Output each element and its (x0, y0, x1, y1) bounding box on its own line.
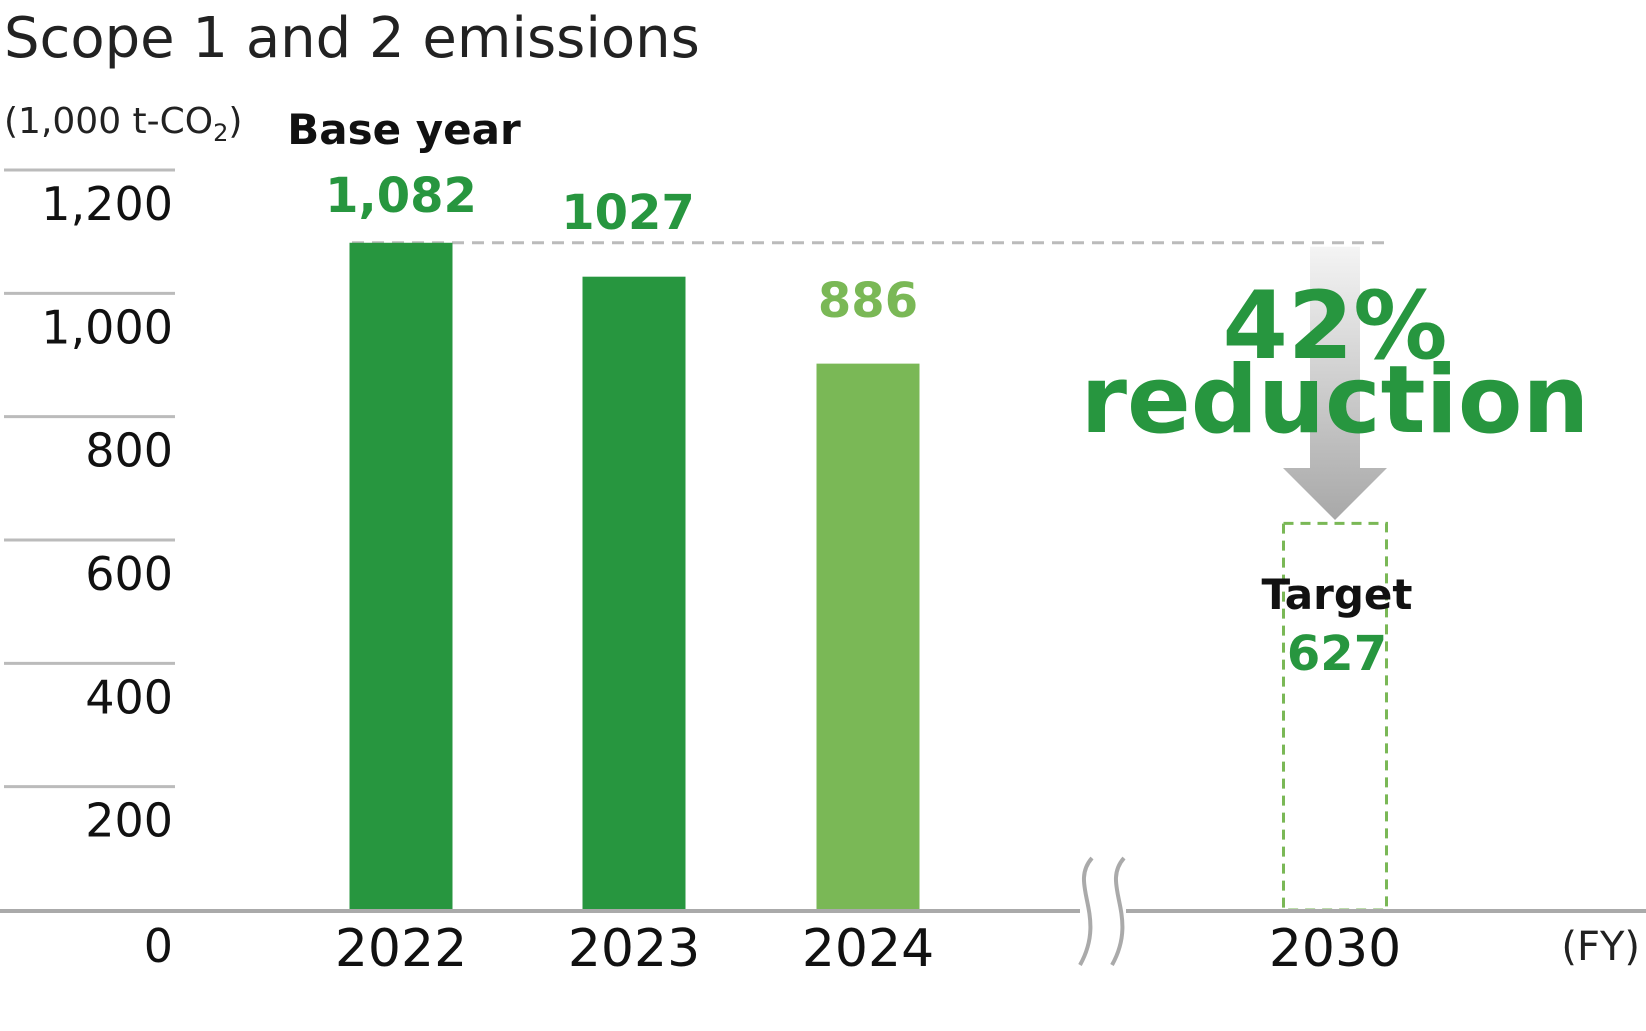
y-tick-labels: 0 200 400 600 800 1,000 1,200 (41, 177, 173, 973)
reduction-percent: 42% (1223, 272, 1448, 381)
base-year-label: Base year (287, 105, 521, 154)
bar-2022 (349, 242, 453, 910)
x-tick-2022: 2022 (335, 919, 467, 979)
reduction-arrow: 42%reduction (1081, 246, 1590, 520)
target-group: Target 627 (1262, 521, 1413, 912)
x-tick-2023: 2023 (568, 919, 700, 979)
y-tick-400: 400 (85, 670, 173, 724)
target-value-label: 627 (1287, 626, 1387, 682)
axis-break-stroke-2 (1110, 856, 1126, 966)
axis-break-icon (1078, 856, 1126, 966)
value-label-2024: 886 (818, 273, 918, 329)
y-tick-800: 800 (85, 424, 173, 478)
bars (349, 242, 920, 911)
x-axis-label: (FY) (1561, 924, 1640, 970)
y-tick-1200: 1,200 (41, 177, 173, 231)
target-bar-outline (1282, 521, 1388, 912)
x-tick-2024: 2024 (802, 919, 934, 979)
value-labels: 1,082 1027 886 (325, 168, 918, 329)
unit-close: ) (228, 101, 242, 142)
value-label-2023: 1027 (561, 185, 695, 241)
y-tick-200: 200 (85, 794, 173, 848)
bar-2024 (816, 363, 920, 911)
y-tick-0: 0 (144, 919, 173, 973)
y-tick-600: 600 (85, 547, 173, 601)
gridlines (4, 168, 175, 789)
chart-title: Scope 1 and 2 emissions (4, 6, 700, 71)
axis-break-stroke-1 (1078, 856, 1094, 966)
unit-subscript: 2 (213, 119, 228, 147)
reduction-word: reduction (1081, 346, 1590, 455)
value-label-2022: 1,082 (325, 168, 477, 224)
unit-text: (1,000 t-CO (4, 101, 213, 142)
y-axis-unit: (1,000 t-CO2) (4, 101, 242, 147)
bar-2023 (582, 276, 686, 910)
y-tick-1000: 1,000 (41, 300, 173, 354)
x-tick-labels: 2022 2023 2024 2030 (335, 919, 1401, 979)
down-arrow-shape (1283, 246, 1387, 520)
target-label: Target (1262, 570, 1413, 619)
x-tick-2030: 2030 (1269, 919, 1401, 979)
